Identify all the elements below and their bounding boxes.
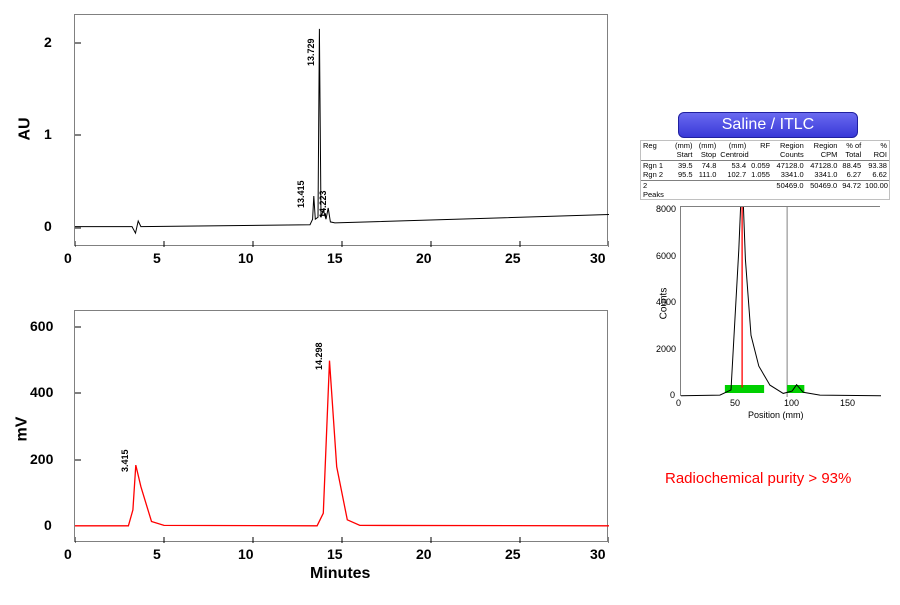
itlc-row-1: Rgn 2 95.5 111.0 102.7 1.055 3341.0 3341… xyxy=(641,170,889,180)
mv-chart-panel xyxy=(74,310,608,542)
au-xtick-3: 15 xyxy=(327,250,343,266)
mv-peak-label-0: 3.415 xyxy=(120,449,130,472)
itlc-col-7: % of Total xyxy=(839,141,863,160)
itlc-xtick-1: 50 xyxy=(730,398,740,408)
itlc-col-8: % ROI xyxy=(863,141,889,160)
au-ytick-2: 2 xyxy=(44,34,52,50)
itlc-chart-panel xyxy=(680,206,880,396)
au-chart-panel xyxy=(74,14,608,246)
itlc-xtick-2: 100 xyxy=(784,398,799,408)
itlc-ytick-4: 8000 xyxy=(656,204,676,214)
itlc-col-2: (mm) Stop xyxy=(695,141,719,160)
itlc-ytick-2: 4000 xyxy=(656,297,676,307)
mv-xlabel: Minutes xyxy=(310,565,370,583)
itlc-xtick-3: 150 xyxy=(840,398,855,408)
itlc-xtick-0: 0 xyxy=(676,398,681,408)
itlc-ytick-3: 6000 xyxy=(656,251,676,261)
itlc-row-0: Rgn 1 39.5 74.8 53.4 0.059 47128.0 47128… xyxy=(641,161,889,170)
mv-xtick-0: 0 xyxy=(64,546,72,562)
mv-xtick-4: 20 xyxy=(416,546,432,562)
itlc-xlabel: Position (mm) xyxy=(748,410,804,420)
au-peak-label-1: 13.729 xyxy=(306,38,316,66)
itlc-ytick-1: 2000 xyxy=(656,344,676,354)
mv-ytick-0: 0 xyxy=(44,517,52,533)
au-xtick-5: 25 xyxy=(505,250,521,266)
itlc-table-header: Reg (mm) Start (mm) Stop (mm) Centroid R… xyxy=(641,141,889,161)
mv-ytick-2: 400 xyxy=(30,384,53,400)
mv-xtick-1: 5 xyxy=(153,546,161,562)
mv-xtick-5: 25 xyxy=(505,546,521,562)
mv-chart-svg xyxy=(75,311,609,543)
purity-note: Radiochemical purity > 93% xyxy=(665,470,851,487)
mv-xtick-6: 30 xyxy=(590,546,606,562)
au-peak-label-0: 13.415 xyxy=(296,180,306,208)
itlc-col-3: (mm) Centroid xyxy=(718,141,748,160)
mv-xtick-3: 15 xyxy=(327,546,343,562)
au-ytick-0: 0 xyxy=(44,218,52,234)
mv-xtick-2: 10 xyxy=(238,546,254,562)
itlc-col-4: RF xyxy=(748,141,772,160)
au-ylabel: AU xyxy=(17,117,35,140)
itlc-col-0: Reg xyxy=(641,141,671,160)
au-xtick-6: 30 xyxy=(590,250,606,266)
au-xtick-4: 20 xyxy=(416,250,432,266)
itlc-col-5: Region Counts xyxy=(772,141,806,160)
itlc-chart-svg xyxy=(681,207,881,397)
mv-ytick-1: 200 xyxy=(30,451,53,467)
au-ytick-1: 1 xyxy=(44,126,52,142)
au-xtick-1: 5 xyxy=(153,250,161,266)
mv-peak-label-1: 14.298 xyxy=(314,342,324,370)
itlc-col-6: Region CPM xyxy=(806,141,840,160)
mv-ylabel: mV xyxy=(13,417,31,442)
itlc-col-1: (mm) Start xyxy=(671,141,695,160)
itlc-row-summary: 2 Peaks 50469.0 50469.0 94.72 100.00 xyxy=(641,181,889,200)
au-peak-label-2: 14.223 xyxy=(318,190,328,218)
au-xtick-2: 10 xyxy=(238,250,254,266)
itlc-table: Reg (mm) Start (mm) Stop (mm) Centroid R… xyxy=(640,140,890,200)
mv-ytick-3: 600 xyxy=(30,318,53,334)
itlc-badge: Saline / ITLC xyxy=(678,112,858,138)
au-xtick-0: 0 xyxy=(64,250,72,266)
itlc-ytick-0: 0 xyxy=(670,390,675,400)
au-chart-svg xyxy=(75,15,609,247)
